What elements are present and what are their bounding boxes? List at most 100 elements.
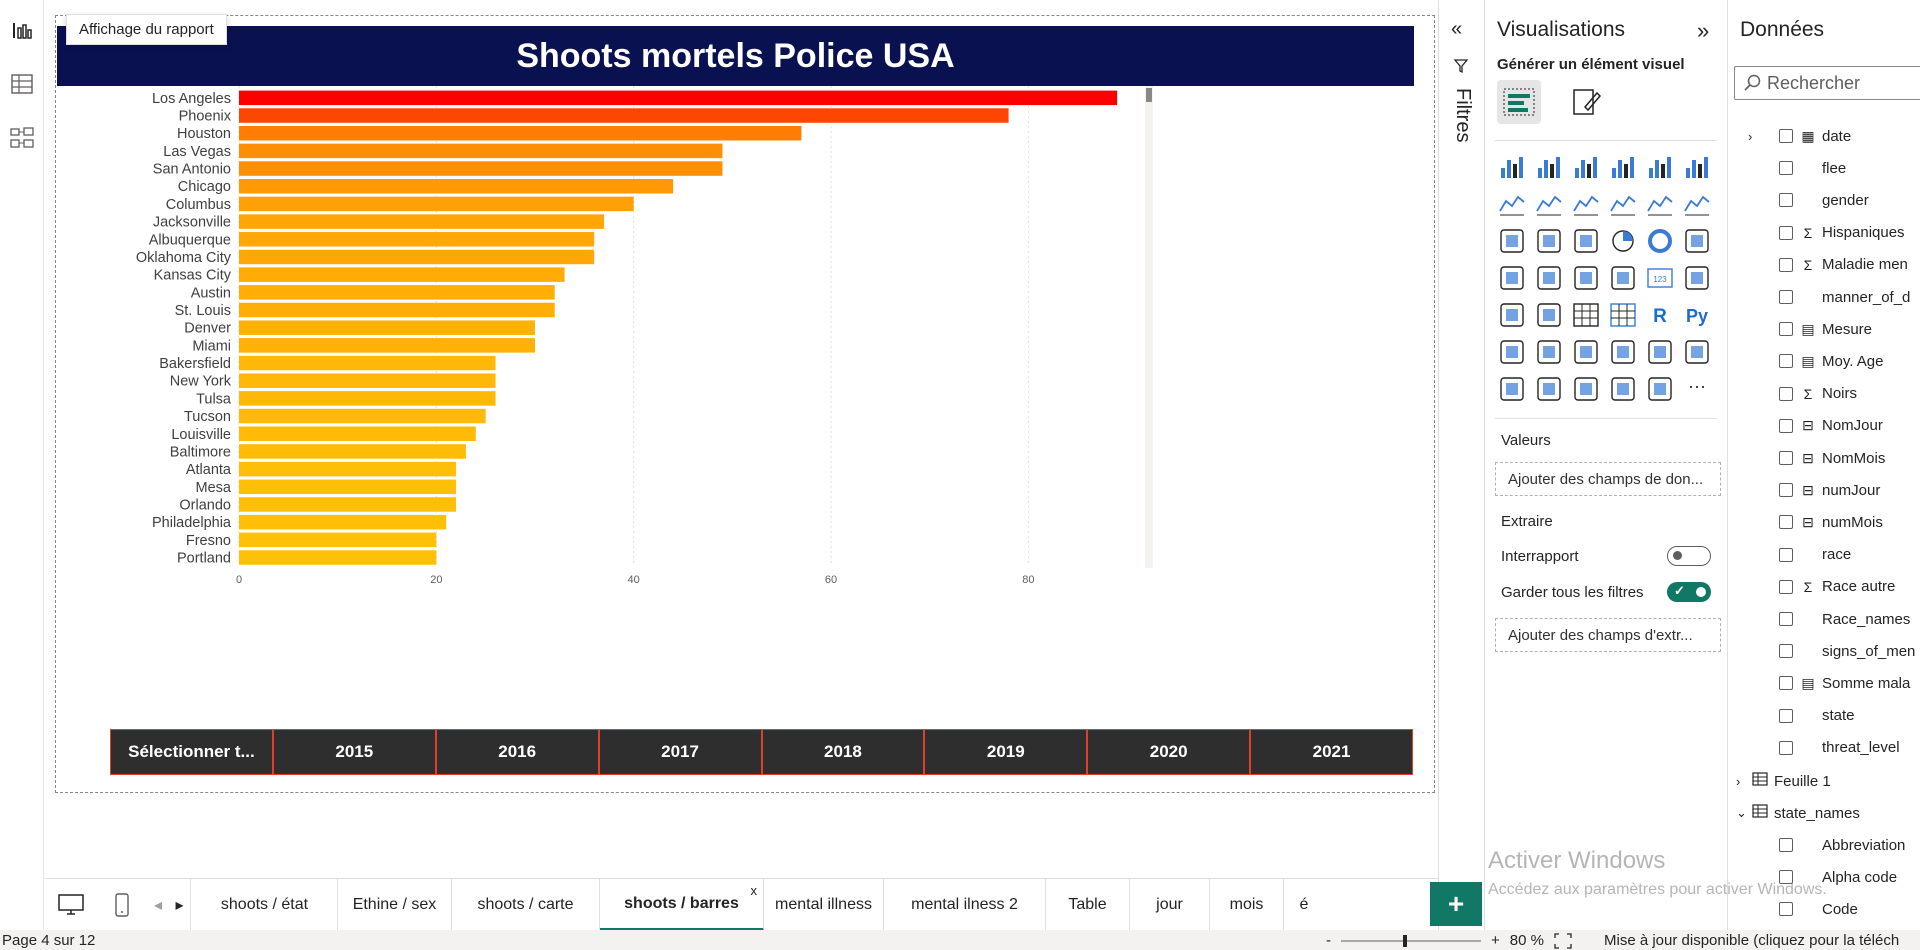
filters-pane[interactable]: « Filtres [1438,0,1484,930]
page-tab[interactable]: shoots / état [192,879,338,931]
bar[interactable] [239,514,447,530]
r-visual-visual-icon[interactable]: R [1645,300,1675,330]
bar[interactable] [239,196,634,212]
field-item[interactable]: signs_of_men [1728,639,1920,663]
format-visual-icon[interactable] [1565,80,1609,124]
field-item[interactable]: manner_of_d [1728,285,1920,309]
zoom-out-icon[interactable]: - [1326,932,1331,949]
field-item[interactable]: Σ Maladie men [1728,253,1920,277]
field-checkbox[interactable] [1779,225,1793,240]
key-influencers-visual-icon[interactable] [1497,337,1527,367]
page-tab[interactable]: mental ilness 2 [884,879,1046,931]
area-visual-icon[interactable] [1534,189,1564,219]
ribbon-visual-icon[interactable] [1682,189,1712,219]
paginated-visual-icon[interactable] [1645,337,1675,367]
matrix-visual-icon[interactable] [1608,300,1638,330]
metrics-visual-icon[interactable] [1682,337,1712,367]
bar[interactable] [239,143,723,159]
scatter-visual-icon[interactable] [1571,226,1601,256]
page-tab[interactable]: mois [1210,879,1284,931]
qa-visual-icon[interactable] [1571,337,1601,367]
stacked-bar-visual-icon[interactable] [1497,152,1527,182]
field-item[interactable]: race [1728,543,1920,567]
bar[interactable] [239,161,723,176]
slicer-year-item[interactable]: 2016 [435,729,599,775]
bar[interactable] [239,444,466,459]
bar[interactable] [239,338,535,353]
pie-visual-icon[interactable] [1608,226,1638,256]
page-tab[interactable]: shoots / carte [452,879,600,931]
page-tab[interactable]: jour [1130,879,1210,931]
field-checkbox[interactable] [1779,612,1793,626]
line-column-visual-icon[interactable] [1608,189,1638,219]
azure-map-visual-icon[interactable] [1571,263,1601,293]
decomposition-tree-visual-icon[interactable] [1534,337,1564,367]
chart-scrollbar[interactable] [1145,86,1153,568]
bar[interactable] [239,408,486,424]
bar[interactable] [239,178,674,194]
active-page-tab[interactable]: shoots / barres x [600,879,764,931]
next-page-icon[interactable]: ▸ [169,879,191,931]
cross-report-toggle[interactable] [1667,546,1711,566]
field-checkbox[interactable] [1779,161,1793,176]
field-checkbox[interactable] [1779,386,1793,401]
field-item[interactable]: flee [1728,156,1920,180]
field-item[interactable]: ▤ Moy. Age [1728,349,1920,373]
bar[interactable] [239,497,457,512]
field-checkbox[interactable] [1779,290,1793,304]
filled-map-visual-icon[interactable] [1534,263,1564,293]
more-visual-icon[interactable]: ··· [1682,374,1712,404]
field-checkbox[interactable] [1779,451,1793,465]
field-checkbox[interactable] [1779,129,1793,143]
slicer-year-item[interactable]: 2015 [272,729,436,775]
field-item[interactable]: Abbreviation [1728,833,1920,857]
drill-well[interactable]: Ajouter des champs d'extr... [1495,618,1721,652]
slicer-year-item[interactable]: 2017 [598,729,762,775]
field-item[interactable]: Σ Noirs [1728,382,1920,406]
table-view-icon[interactable] [8,70,36,98]
stacked-column-visual-icon[interactable] [1534,152,1564,182]
zoom-control[interactable]: - + 80 % [1326,932,1572,949]
bar[interactable] [239,302,555,318]
python-visual-visual-icon[interactable]: Py [1682,300,1712,330]
bar[interactable] [239,108,1009,123]
page-tab[interactable]: Ethine / sex [338,879,452,931]
field-checkbox[interactable] [1779,193,1793,208]
keep-filters-toggle[interactable]: ✓ [1667,582,1711,602]
slicer-year-item[interactable]: 2021 [1250,729,1413,775]
close-tab-icon[interactable]: x [750,883,758,898]
field-item[interactable]: threat_level [1728,736,1920,760]
bar[interactable] [239,232,595,247]
line-clustered-visual-icon[interactable] [1645,189,1675,219]
field-checkbox[interactable] [1779,257,1793,272]
bar[interactable] [239,214,605,229]
map-visual-icon[interactable] [1497,263,1527,293]
mobile-layout-icon[interactable] [97,879,147,931]
field-item[interactable]: state [1728,704,1920,728]
field-item[interactable]: ⊟ NomJour [1728,414,1920,438]
prev-page-icon[interactable]: ◂ [153,897,163,914]
custom-c-visual-icon[interactable] [1645,374,1675,404]
funnel-visual-icon[interactable] [1534,226,1564,256]
report-view-icon[interactable] [8,16,36,44]
treemap-visual-icon[interactable] [1682,226,1712,256]
bar[interactable] [239,373,496,388]
field-checkbox[interactable] [1779,644,1793,659]
values-well[interactable]: Ajouter des champs de don... [1495,462,1721,496]
bar[interactable] [239,391,496,406]
field-item[interactable]: ⊟ numMois [1728,510,1920,534]
field-checkbox[interactable] [1779,740,1793,755]
chevron-right-icon[interactable]: › [1736,773,1741,789]
100-column-visual-icon[interactable] [1682,152,1712,182]
bar[interactable] [239,249,595,265]
multi-row-card-visual-icon[interactable] [1682,263,1712,293]
field-checkbox[interactable] [1779,322,1793,337]
model-view-icon[interactable] [8,124,36,152]
field-checkbox[interactable] [1779,418,1793,433]
field-item[interactable]: ⊟ NomMois [1728,446,1920,470]
bar[interactable] [239,267,565,282]
bar-chart[interactable]: 0 20 40 60 80 Los Angeles Phoenix Houston Las Ve… [57,86,1414,724]
slicer-select-all[interactable]: Sélectionner t... [110,729,273,775]
field-checkbox[interactable] [1779,708,1793,723]
fit-to-page-icon[interactable] [1554,932,1572,949]
